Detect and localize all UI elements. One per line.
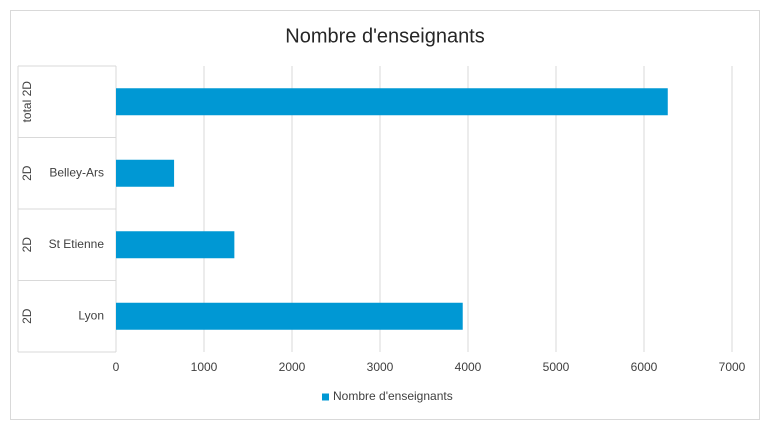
chart-border	[10, 10, 760, 420]
x-tick-label: 5000	[543, 360, 570, 374]
bar	[116, 88, 668, 116]
x-tick-label: 4000	[455, 360, 482, 374]
bar	[116, 159, 175, 187]
bar	[116, 302, 463, 330]
x-tick-label: 1000	[191, 360, 218, 374]
x-tick-label: 2000	[279, 360, 306, 374]
group-label: 2D	[20, 165, 34, 181]
group-label: 2D	[20, 237, 34, 253]
x-tick-label: 7000	[719, 360, 746, 374]
x-tick-label: 6000	[631, 360, 658, 374]
group-label: 2D	[20, 308, 34, 324]
x-tick-label: 3000	[367, 360, 394, 374]
bar	[116, 231, 235, 259]
x-tick-label: 0	[113, 360, 120, 374]
y-tick-label: St Etienne	[49, 237, 105, 251]
group-label: total 2D	[20, 81, 34, 123]
legend-swatch	[322, 393, 329, 401]
legend-label: Nombre d'enseignants	[333, 389, 453, 403]
chart-title: Nombre d'enseignants	[285, 25, 485, 47]
y-tick-label: Lyon	[78, 308, 104, 322]
y-tick-label: Belley-Ars	[49, 165, 104, 179]
